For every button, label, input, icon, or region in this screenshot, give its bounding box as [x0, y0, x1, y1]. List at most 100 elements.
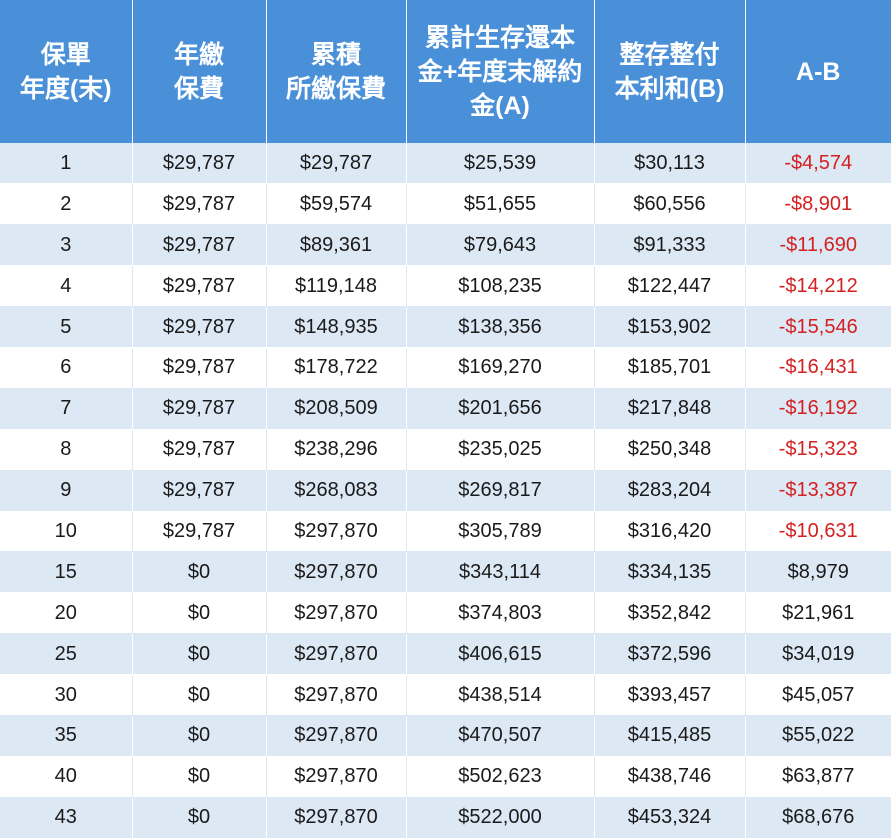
header-line: 金(A): [470, 91, 530, 120]
cell-a-minus-b: $8,979: [744, 551, 891, 594]
table-header: 保單 年度(末) 年繳 保費 累積 所繳保費 累計生存還本 金+年度末解約 金(…: [0, 0, 891, 143]
cell-a-minus-b: $21,961: [744, 592, 891, 635]
header-line: 本利和(B): [614, 74, 725, 103]
cell-value-a: $502,623: [405, 756, 595, 798]
cell-policy-year: 7: [0, 388, 133, 430]
table-row: 30 $0 $297,870 $438,514 $393,457 $45,057: [0, 674, 891, 716]
cell-annual-premium: $29,787: [131, 183, 267, 226]
cell-cumulative-premium: $297,870: [265, 592, 407, 635]
cell-a-minus-b: $45,057: [744, 674, 891, 716]
cell-policy-year: 30: [0, 674, 133, 716]
header-lump-sum-deposit-b: 整存整付 本利和(B): [593, 0, 746, 143]
header-a-minus-b: A-B: [744, 0, 891, 143]
header-line: A-B: [796, 57, 841, 86]
cell-annual-premium: $29,787: [131, 388, 267, 430]
cell-cumulative-premium: $148,935: [265, 306, 407, 348]
cell-policy-year: 10: [0, 511, 133, 553]
cell-value-a: $138,356: [405, 306, 595, 348]
cell-value-b: $30,113: [593, 143, 746, 185]
cell-a-minus-b: -$8,901: [744, 183, 891, 226]
cell-value-b: $316,420: [593, 511, 746, 553]
cell-value-a: $470,507: [405, 715, 595, 757]
cell-value-a: $108,235: [405, 265, 595, 308]
cell-cumulative-premium: $59,574: [265, 183, 407, 226]
cell-value-b: $122,447: [593, 265, 746, 308]
cell-cumulative-premium: $89,361: [265, 224, 407, 267]
header-annual-premium: 年繳 保費: [131, 0, 267, 143]
cell-cumulative-premium: $178,722: [265, 347, 407, 389]
cell-policy-year: 9: [0, 470, 133, 512]
table-row: 10 $29,787 $297,870 $305,789 $316,420 -$10,63…: [0, 511, 891, 553]
cell-value-a: $305,789: [405, 511, 595, 553]
cell-a-minus-b: -$11,690: [744, 224, 891, 267]
header-line: 年繳: [173, 40, 224, 69]
cell-annual-premium: $0: [131, 633, 267, 676]
cell-cumulative-premium: $297,870: [265, 633, 407, 676]
header-line: 年度(末): [19, 74, 112, 103]
cell-value-b: $372,596: [593, 633, 746, 676]
cell-annual-premium: $29,787: [131, 143, 267, 185]
table-body: 1 $29,787 $29,787 $25,539 $30,113 -$4,574 2 $29…: [0, 143, 891, 839]
cell-annual-premium: $0: [131, 551, 267, 594]
table-row: 8 $29,787 $238,296 $235,025 $250,348 -$15,323: [0, 429, 891, 471]
cell-value-a: $25,539: [405, 143, 595, 185]
cell-annual-premium: $29,787: [131, 224, 267, 267]
cell-policy-year: 20: [0, 592, 133, 635]
cell-policy-year: 6: [0, 347, 133, 389]
table-row: 5 $29,787 $148,935 $138,356 $153,902 -$15,546: [0, 306, 891, 348]
cell-value-b: $393,457: [593, 674, 746, 716]
header-line: 累計生存還本: [424, 23, 575, 52]
cell-annual-premium: $0: [131, 797, 267, 839]
cell-cumulative-premium: $297,870: [265, 756, 407, 798]
cell-cumulative-premium: $238,296: [265, 429, 407, 471]
cell-value-a: $438,514: [405, 674, 595, 716]
cell-policy-year: 35: [0, 715, 133, 757]
table-row: 15 $0 $297,870 $343,114 $334,135 $8,979: [0, 551, 891, 594]
cell-annual-premium: $29,787: [131, 306, 267, 348]
cell-policy-year: 15: [0, 551, 133, 594]
header-line: 所繳保費: [285, 74, 386, 103]
table-row: 2 $29,787 $59,574 $51,655 $60,556 -$8,901: [0, 183, 891, 226]
cell-a-minus-b: $55,022: [744, 715, 891, 757]
header-line: 金+年度末解約: [417, 57, 583, 86]
table-row: 25 $0 $297,870 $406,615 $372,596 $34,019: [0, 633, 891, 676]
cell-value-a: $406,615: [405, 633, 595, 676]
cell-value-b: $60,556: [593, 183, 746, 226]
cell-cumulative-premium: $297,870: [265, 551, 407, 594]
cell-value-b: $415,485: [593, 715, 746, 757]
cell-value-a: $201,656: [405, 388, 595, 430]
cell-cumulative-premium: $268,083: [265, 470, 407, 512]
cell-value-b: $453,324: [593, 797, 746, 839]
table-row: 7 $29,787 $208,509 $201,656 $217,848 -$16,192: [0, 388, 891, 430]
cell-value-b: $185,701: [593, 347, 746, 389]
cell-value-b: $334,135: [593, 551, 746, 594]
table-row: 4 $29,787 $119,148 $108,235 $122,447 -$14,212: [0, 265, 891, 308]
cell-a-minus-b: -$14,212: [744, 265, 891, 308]
cell-policy-year: 1: [0, 143, 133, 185]
cell-value-a: $51,655: [405, 183, 595, 226]
cell-a-minus-b: -$15,323: [744, 429, 891, 471]
cell-value-a: $169,270: [405, 347, 595, 389]
cell-value-b: $283,204: [593, 470, 746, 512]
header-row: 保單 年度(末) 年繳 保費 累積 所繳保費 累計生存還本 金+年度末解約 金(…: [0, 0, 891, 143]
cell-cumulative-premium: $297,870: [265, 797, 407, 839]
cell-policy-year: 2: [0, 183, 133, 226]
header-survival-refund-surrender-a: 累計生存還本 金+年度末解約 金(A): [405, 0, 595, 143]
cell-value-a: $343,114: [405, 551, 595, 594]
table-row: 9 $29,787 $268,083 $269,817 $283,204 -$13,387: [0, 470, 891, 512]
cell-annual-premium: $29,787: [131, 470, 267, 512]
header-line: 整存整付: [619, 40, 720, 69]
table-row: 1 $29,787 $29,787 $25,539 $30,113 -$4,574: [0, 143, 891, 185]
cell-policy-year: 25: [0, 633, 133, 676]
cell-value-b: $153,902: [593, 306, 746, 348]
cell-a-minus-b: $63,877: [744, 756, 891, 798]
header-cumulative-premium: 累積 所繳保費: [265, 0, 407, 143]
cell-a-minus-b: -$16,431: [744, 347, 891, 389]
cell-policy-year: 8: [0, 429, 133, 471]
cell-value-a: $522,000: [405, 797, 595, 839]
cell-value-b: $352,842: [593, 592, 746, 635]
cell-annual-premium: $0: [131, 592, 267, 635]
cell-annual-premium: $29,787: [131, 511, 267, 553]
header-line: 累積: [310, 40, 361, 69]
table-row: 3 $29,787 $89,361 $79,643 $91,333 -$11,690: [0, 224, 891, 267]
